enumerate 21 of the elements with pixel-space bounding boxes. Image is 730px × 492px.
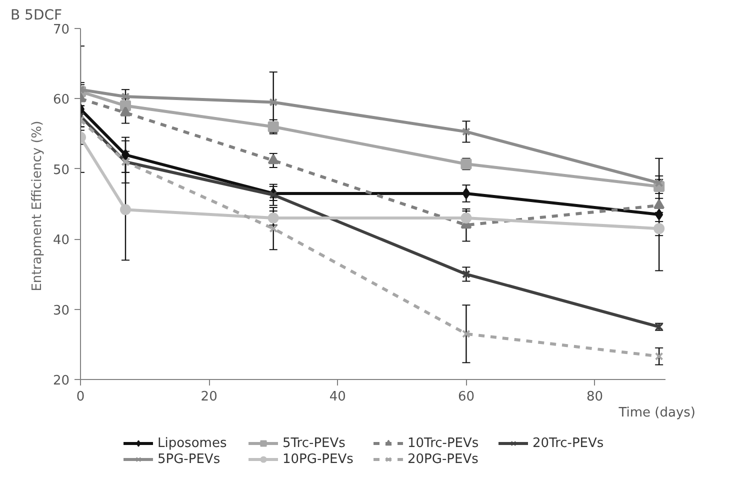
y-tick-label: 20 [52, 374, 70, 388]
legend-label: 5Trc-PEVs [282, 435, 346, 451]
x-tick-label: 20 [200, 390, 218, 404]
y-tick-label: 40 [52, 233, 70, 248]
y-tick-label: 30 [52, 303, 70, 318]
x-tick-label: 0 [76, 390, 85, 404]
legend-label: 20PG-PEVs [408, 451, 480, 467]
legend-label: 20Trc-PEVs [532, 435, 605, 451]
legend-label: Liposomes [158, 435, 228, 451]
x-tick-label: 60 [458, 390, 474, 404]
x-tick-label: 40 [329, 390, 346, 404]
legend-label: 5PG-PEVs [158, 451, 222, 467]
y-axis-title: Entrapment Efficiency (%) [30, 120, 45, 292]
x-tick-label: 80 [586, 390, 604, 404]
x-axis-title: Time (days) [618, 406, 696, 420]
y-tick-label: 50 [52, 162, 70, 178]
legend-label: 10Trc-PEVs [408, 435, 480, 451]
chart-title: B 5DCF [10, 8, 62, 24]
legend-label: 10PG-PEVs [282, 451, 354, 467]
y-tick-label: 70 [52, 22, 70, 38]
y-tick-label: 60 [52, 92, 70, 108]
